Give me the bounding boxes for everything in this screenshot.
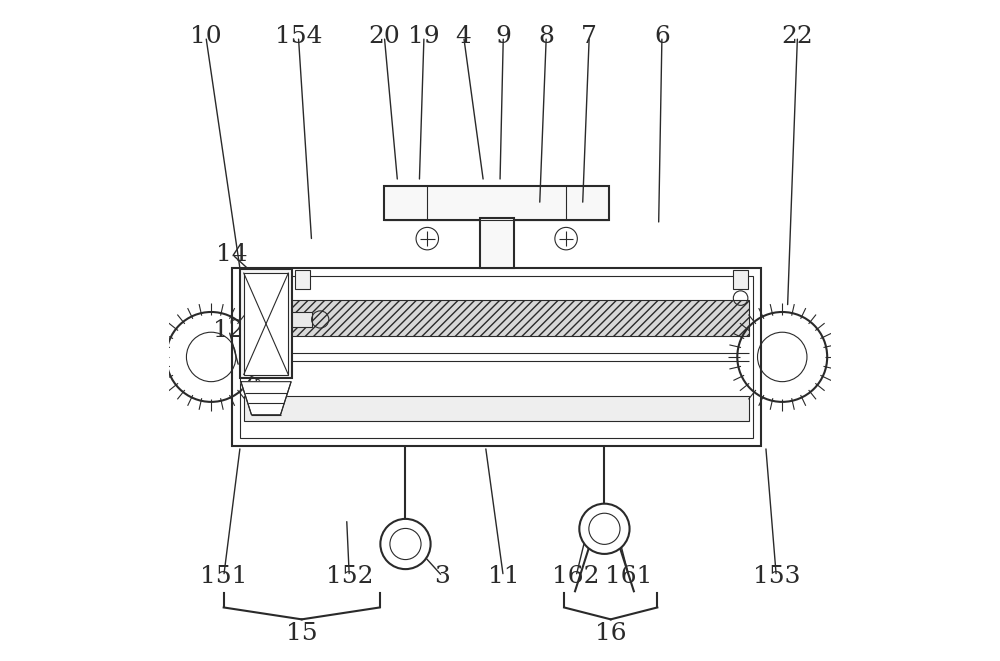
Text: 16: 16 [595, 622, 627, 644]
Bar [244, 396, 749, 421]
Text: 20: 20 [368, 25, 400, 48]
Text: 14: 14 [216, 243, 248, 266]
Text: 7: 7 [581, 25, 597, 48]
Circle shape [416, 227, 439, 250]
Text: 12: 12 [213, 319, 245, 342]
Circle shape [555, 227, 577, 250]
Bar [244, 272, 288, 375]
Text: 161: 161 [605, 565, 653, 588]
Circle shape [380, 519, 431, 569]
Text: 8: 8 [538, 25, 554, 48]
Bar [733, 270, 748, 289]
Text: 19: 19 [408, 25, 440, 48]
Text: 152: 152 [326, 565, 373, 588]
Bar [240, 276, 753, 438]
Circle shape [579, 504, 630, 554]
Text: 3: 3 [435, 565, 450, 588]
Text: 10: 10 [190, 25, 222, 48]
Text: 153: 153 [753, 565, 800, 588]
Text: 22: 22 [782, 25, 813, 48]
Bar [384, 186, 609, 220]
Text: 11: 11 [488, 565, 519, 588]
Bar [480, 218, 514, 268]
Text: 6: 6 [654, 25, 670, 48]
Bar [292, 312, 312, 327]
Polygon shape [241, 381, 291, 414]
Text: 15: 15 [286, 622, 318, 644]
Bar [295, 270, 310, 289]
Bar [244, 300, 749, 336]
Text: 154: 154 [275, 25, 322, 48]
Bar [240, 269, 292, 378]
Text: 9: 9 [495, 25, 511, 48]
Bar [232, 268, 761, 446]
Text: 162: 162 [552, 565, 600, 588]
Text: 4: 4 [456, 25, 472, 48]
Text: 151: 151 [200, 565, 247, 588]
